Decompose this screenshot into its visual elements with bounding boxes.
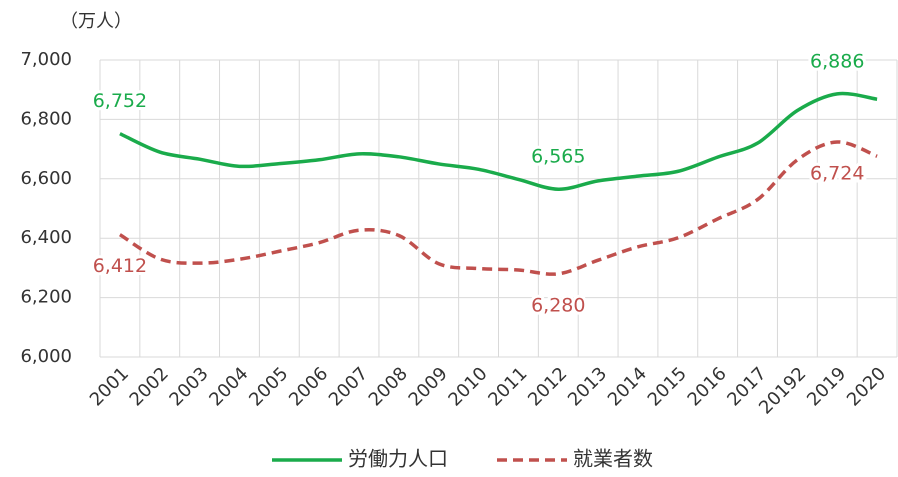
legend-label: 労働力人口 bbox=[348, 447, 448, 471]
data-label: 6,724 bbox=[810, 162, 864, 184]
x-tick-label: 2014 bbox=[604, 363, 651, 410]
y-tick-label: 6,400 bbox=[20, 227, 72, 248]
series-line bbox=[118, 140, 878, 276]
x-tick-label: 2019 bbox=[803, 363, 850, 410]
x-tick-label: 2011 bbox=[484, 363, 531, 410]
x-tick-label: 2010 bbox=[444, 363, 491, 410]
x-tick-label: 2013 bbox=[564, 363, 611, 410]
x-tick-label: 2012 bbox=[524, 363, 571, 410]
x-tick-label: 2005 bbox=[245, 363, 292, 410]
legend-label: 就業者数 bbox=[573, 447, 653, 471]
y-tick-label: 6,600 bbox=[20, 168, 72, 189]
data-label: 6,752 bbox=[93, 90, 147, 112]
y-tick-label: 6,000 bbox=[20, 346, 72, 367]
x-tick-label: 2004 bbox=[205, 363, 252, 410]
x-tick-label: 2015 bbox=[644, 363, 691, 410]
x-tick-label: 2006 bbox=[285, 363, 332, 410]
y-tick-label: 6,200 bbox=[20, 287, 72, 308]
x-tick-label: 2002 bbox=[126, 363, 173, 410]
data-label: 6,565 bbox=[531, 146, 585, 168]
y-tick-label: 6,800 bbox=[20, 108, 72, 129]
x-tick-label: 2009 bbox=[405, 363, 452, 410]
series-line bbox=[119, 91, 878, 191]
data-label: 6,280 bbox=[531, 294, 585, 316]
y-axis-label: （万人） bbox=[60, 11, 132, 32]
x-tick-label: 2003 bbox=[165, 363, 212, 410]
x-tick-label: 2007 bbox=[325, 363, 372, 410]
x-tick-label: 2001 bbox=[86, 363, 133, 410]
x-tick-label: 2008 bbox=[365, 363, 412, 410]
data-label: 6,886 bbox=[810, 50, 864, 72]
x-tick-label: 2020 bbox=[843, 363, 890, 410]
x-tick-label: 2016 bbox=[684, 363, 731, 410]
y-tick-label: 7,000 bbox=[20, 49, 72, 70]
data-label: 6,412 bbox=[93, 255, 147, 277]
